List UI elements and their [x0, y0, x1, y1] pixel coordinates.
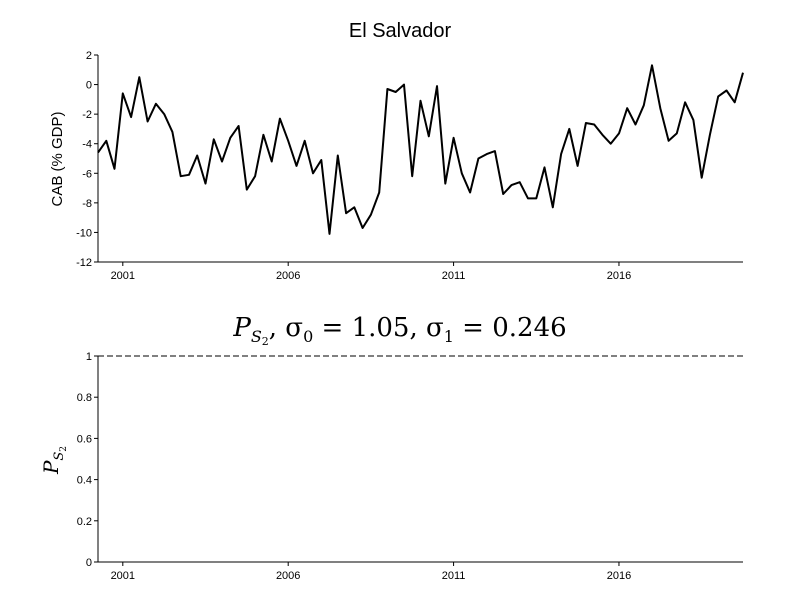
y-tick-label: -6 [82, 168, 92, 180]
title-sub-2: 2 [262, 335, 269, 348]
x-ticks: 2001 2006 2011 2016 [111, 562, 631, 582]
y-tick-label: -8 [82, 198, 92, 210]
axes [97, 55, 743, 263]
x-tick-label: 2006 [276, 270, 300, 282]
y-tick-label: 0.2 [77, 516, 92, 528]
axes [97, 356, 743, 563]
x-ticks: 2001 2006 2011 2016 [111, 262, 631, 282]
chart-title: PS2, σ0 = 1.05, σ1 = 0.246 [232, 313, 566, 348]
title-sigma1-value: = 0.246 [454, 313, 567, 343]
x-tick-label: 2001 [111, 570, 135, 582]
y-tick-label: -10 [76, 227, 92, 239]
y-tick-label: 2 [86, 50, 92, 62]
y-tick-label: -2 [82, 109, 92, 121]
series-group [97, 64, 744, 235]
y-ticks: 0 0.2 0.4 0.6 0.8 1 [77, 351, 98, 569]
y-tick-label: -4 [82, 139, 92, 151]
title-sub-s: S [251, 327, 262, 346]
y-tick-label: 1 [86, 351, 92, 363]
probability-chart: PS2, σ0 = 1.05, σ1 = 0.246 PS2 2001 2006 2… [39, 313, 743, 582]
y-tick-label: 0.4 [77, 475, 92, 487]
ylabel-sub-2: 2 [59, 446, 69, 452]
series-line [97, 64, 744, 235]
y-tick-label: 0 [86, 557, 92, 569]
title-p: P [232, 313, 251, 343]
ylabel-sub-s: S [52, 452, 67, 461]
title-sigma0-sub: 0 [303, 327, 313, 346]
y-tick-label: 0.6 [77, 433, 92, 445]
cab-chart: El Salvador CAB (% GDP) 2001 2006 2011 2016… [49, 20, 744, 282]
title-sigma0: , σ [269, 313, 303, 343]
x-tick-label: 2011 [442, 270, 466, 282]
y-axis-label: CAB (% GDP) [49, 111, 66, 206]
x-tick-label: 2016 [607, 570, 631, 582]
y-tick-label: 0.8 [77, 392, 92, 404]
x-tick-label: 2006 [276, 570, 300, 582]
title-sigma1-sub: 1 [444, 327, 454, 346]
x-tick-label: 2001 [111, 270, 135, 282]
x-tick-label: 2016 [607, 270, 631, 282]
x-tick-label: 2011 [442, 570, 466, 582]
y-tick-label: -12 [76, 257, 92, 269]
y-ticks: -12 -10 -8 -6 -4 -2 0 2 [76, 50, 98, 269]
y-axis-label: PS2 [39, 446, 69, 475]
y-tick-label: 0 [86, 80, 92, 92]
title-sigma0-value: = 1.05, σ [313, 313, 443, 343]
chart-title: El Salvador [349, 20, 452, 42]
ylabel-p: P [39, 460, 63, 475]
